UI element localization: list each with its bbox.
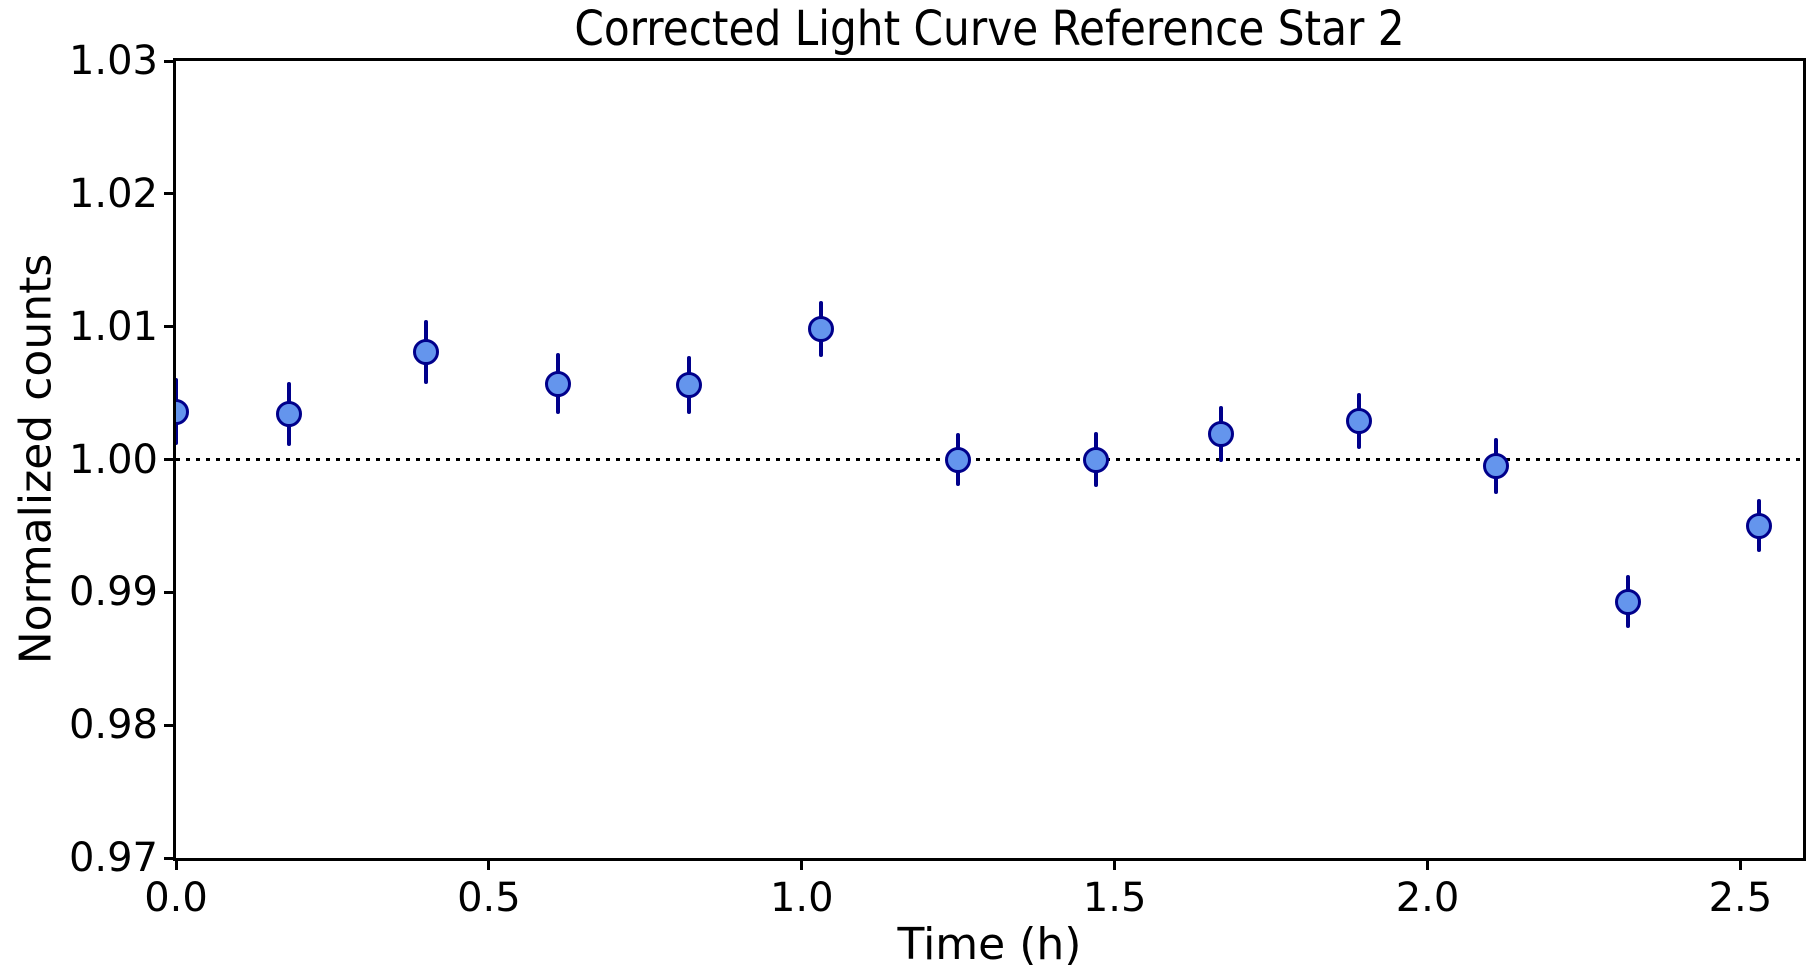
- data-point-marker: [544, 370, 571, 397]
- data-point-marker: [807, 316, 834, 343]
- y-tick-mark: [164, 59, 176, 63]
- x-tick-label: 1.5: [1082, 875, 1147, 921]
- x-tick-mark: [1426, 858, 1430, 870]
- y-tick-mark: [164, 856, 176, 860]
- x-tick-mark: [487, 858, 491, 870]
- data-point-marker: [1746, 512, 1773, 539]
- reference-line-1.00: [176, 458, 1803, 461]
- y-tick-label: 1.02: [68, 170, 158, 217]
- x-tick-mark: [174, 858, 178, 870]
- data-point-marker: [676, 372, 703, 399]
- y-tick-label: 0.97: [68, 835, 158, 881]
- y-tick-label: 0.98: [68, 702, 158, 749]
- y-tick-label: 1.01: [68, 303, 158, 350]
- y-tick-mark: [164, 590, 176, 594]
- chart-title: Corrected Light Curve Reference Star 2: [574, 1, 1405, 57]
- data-point-marker: [1082, 446, 1109, 473]
- data-point-marker: [413, 338, 440, 365]
- y-tick-mark: [164, 458, 176, 461]
- data-point-marker: [1345, 407, 1372, 434]
- data-point-marker: [1614, 588, 1641, 615]
- data-point-marker: [176, 398, 189, 425]
- x-tick-mark: [1113, 858, 1117, 870]
- x-tick-label: 2.5: [1708, 875, 1773, 921]
- x-axis-label: Time (h): [897, 919, 1082, 970]
- y-tick-label: 1.00: [68, 436, 158, 483]
- x-tick-mark: [800, 858, 804, 870]
- x-tick-label: 2.0: [1395, 875, 1460, 921]
- data-point-marker: [1483, 453, 1510, 480]
- y-tick-mark: [164, 325, 176, 329]
- plot-area: [176, 61, 1803, 858]
- y-tick-label: 0.99: [68, 569, 158, 616]
- x-tick-mark: [1738, 858, 1742, 870]
- y-tick-label: 1.03: [68, 38, 158, 84]
- y-tick-mark: [164, 192, 176, 196]
- data-point-marker: [945, 446, 972, 473]
- data-point-marker: [1208, 421, 1235, 448]
- x-tick-label: 0.5: [457, 875, 521, 921]
- data-point-marker: [275, 401, 302, 428]
- x-tick-label: 0.0: [144, 875, 208, 921]
- x-tick-label: 1.0: [769, 875, 834, 921]
- y-tick-mark: [164, 723, 176, 727]
